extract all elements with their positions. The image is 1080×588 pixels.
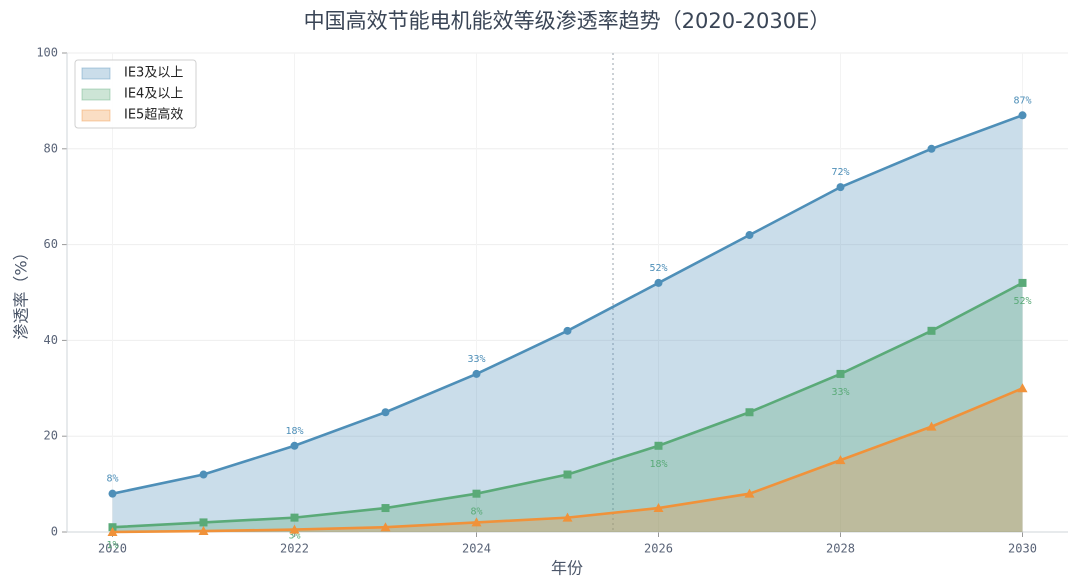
legend: IE3及以上 IE4及以上 IE5超高效	[74, 59, 197, 129]
data-label: 8%	[470, 507, 482, 518]
marker	[471, 517, 482, 527]
marker	[199, 470, 208, 479]
legend-swatch	[81, 109, 111, 122]
x-tick-label: 2028	[826, 542, 855, 556]
area	[112, 115, 1023, 533]
area	[112, 388, 1023, 532]
marker	[927, 144, 936, 153]
marker	[381, 408, 390, 417]
marker	[835, 455, 846, 465]
marker	[653, 503, 664, 513]
marker	[562, 512, 573, 522]
marker	[290, 441, 299, 450]
marker	[198, 526, 209, 536]
data-label: 1%	[106, 540, 118, 551]
marker	[381, 504, 390, 513]
marker	[563, 326, 572, 335]
y-tick-label: 20	[44, 429, 58, 443]
y-tick-label: 0	[51, 525, 58, 539]
y-axis-label: 渗透率（%）	[12, 244, 31, 339]
marker	[380, 522, 391, 532]
data-label: 52%	[1013, 296, 1031, 307]
data-label: 18%	[649, 459, 667, 470]
legend-label: IE3及以上	[124, 66, 183, 81]
data-label: 18%	[285, 426, 303, 437]
x-tick-label: 2024	[462, 542, 491, 556]
y-tick-label: 40	[44, 333, 58, 347]
x-tick-label: 2026	[644, 542, 673, 556]
data-label: 33%	[467, 354, 485, 365]
data-label: 87%	[1013, 95, 1031, 106]
marker	[927, 326, 936, 335]
y-tick-label: 80	[44, 141, 58, 155]
marker	[472, 369, 481, 378]
legend-label: IE5超高效	[124, 107, 183, 123]
x-tick-label: 2022	[280, 542, 309, 556]
x-axis-label: 年份	[551, 559, 583, 578]
y-tick-label: 60	[44, 237, 58, 251]
marker	[745, 408, 754, 417]
marker	[1018, 278, 1027, 287]
data-label: 3%	[288, 531, 300, 542]
x-tick-label: 2030	[1008, 542, 1037, 556]
data-label: 52%	[649, 263, 667, 274]
marker	[745, 231, 754, 240]
marker	[290, 513, 299, 522]
marker	[926, 421, 937, 431]
chart-title: 中国高效节能电机能效等级渗透率趋势（2020-2030E）	[304, 9, 831, 33]
marker	[654, 278, 663, 287]
marker	[199, 518, 208, 527]
data-label: 33%	[831, 387, 849, 398]
marker	[1018, 111, 1027, 120]
marker	[1017, 383, 1028, 393]
area	[112, 282, 1023, 532]
marker	[108, 489, 117, 498]
x-tick-label: 2020	[98, 542, 127, 556]
marker	[836, 183, 845, 192]
marker	[472, 489, 481, 498]
legend-swatch	[81, 88, 111, 101]
legend-box	[74, 59, 197, 129]
marker	[563, 470, 572, 479]
marker	[836, 369, 845, 378]
marker	[289, 524, 300, 534]
legend-label: IE4及以上	[124, 87, 183, 102]
data-label: 8%	[106, 474, 118, 485]
marker	[654, 441, 663, 450]
y-tick-label: 100	[36, 46, 58, 60]
legend-swatch	[81, 67, 111, 80]
data-label: 72%	[831, 167, 849, 178]
marker	[107, 527, 118, 536]
marker	[744, 488, 755, 498]
